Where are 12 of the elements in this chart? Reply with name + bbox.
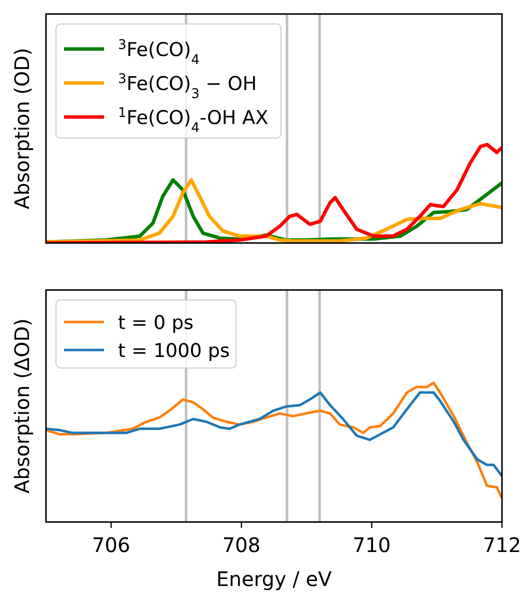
legend-label: t = 0 ps: [118, 312, 194, 334]
x-tick-label: 712: [482, 533, 522, 557]
legend-label: $^{3}$Fe(CO)$_{3}$ − OH: [118, 72, 257, 102]
y-axis-title: Absorption (OD): [10, 48, 34, 210]
x-tick-label: 708: [222, 533, 261, 557]
x-axis-title: Energy / eV: [216, 567, 332, 591]
legend-label: $^{3}$Fe(CO)$_{4}$: [118, 38, 200, 68]
x-tick-label: 706: [92, 533, 130, 557]
legend-label: $^{1}$Fe(CO)$_{4}$-OH AX: [118, 106, 268, 136]
x-tick-label: 710: [352, 533, 391, 557]
legend-label: t = 1000 ps: [118, 340, 230, 362]
y-axis-title: Absorption (ΔOD): [10, 318, 34, 494]
